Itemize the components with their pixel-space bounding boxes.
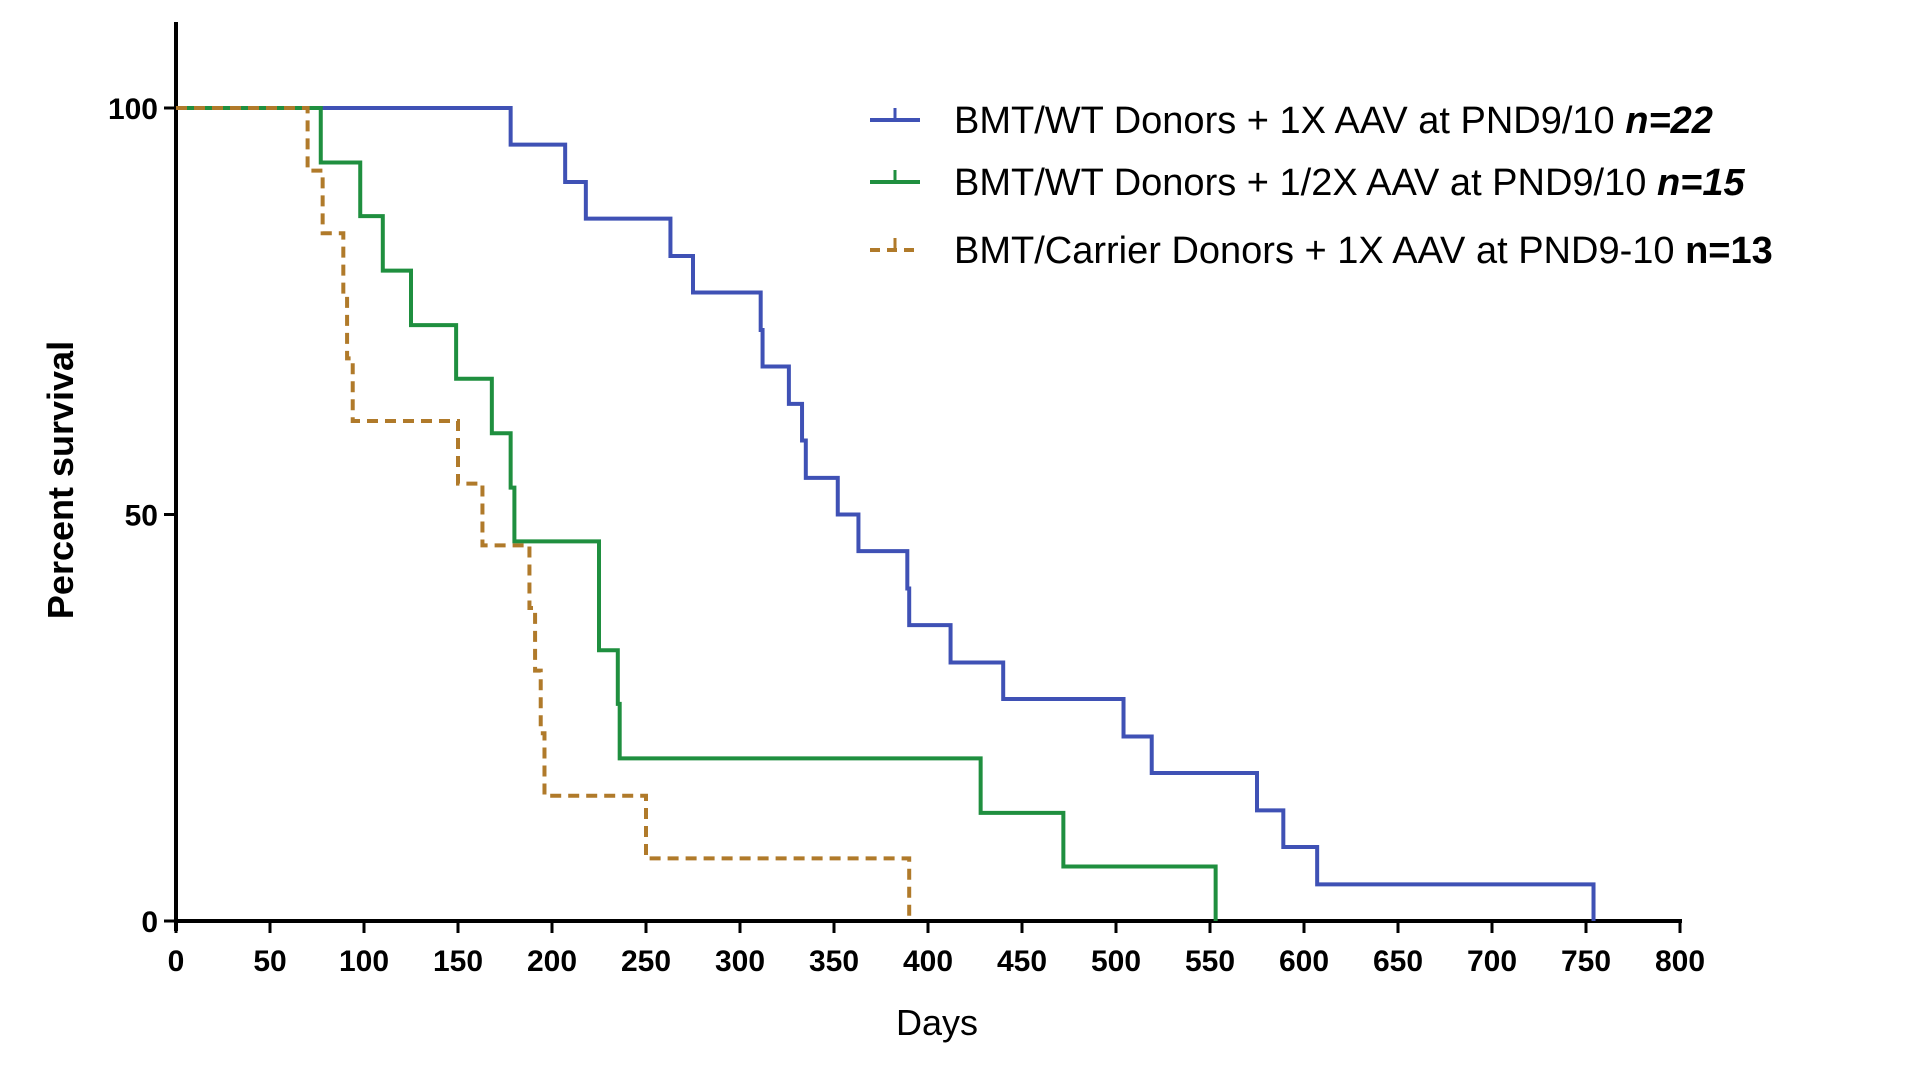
- x-tick-label: 300: [715, 945, 765, 978]
- legend-name: BMT/WT Donors + 1X AAV at PND9/10: [954, 100, 1625, 142]
- series-line-2: [176, 106, 1218, 921]
- axes-layer: 0 50 100 150 200 250 300 350 400 450 500 550 600 650 7…: [108, 22, 1705, 978]
- y-tick-label: 0: [141, 906, 158, 939]
- x-tick-label: 250: [621, 945, 671, 978]
- legend: BMT/WT Donors + 1X AAV at PND9/10 n=22BM…: [870, 100, 1773, 272]
- x-tick-label: 800: [1655, 945, 1705, 978]
- x-tick-label: 600: [1279, 945, 1329, 978]
- series-line-1: [176, 106, 1596, 921]
- x-axis-title: Days: [896, 1002, 978, 1043]
- x-tick-label: 750: [1561, 945, 1611, 978]
- legend-name: BMT/WT Donors + 1/2X AAV at PND9/10: [954, 162, 1657, 204]
- y-tick-label: 100: [108, 93, 158, 126]
- x-tick-label: 650: [1373, 945, 1423, 978]
- legend-name: BMT/Carrier Donors + 1X AAV at PND9-10: [954, 230, 1685, 272]
- x-tick-label: 500: [1091, 945, 1141, 978]
- x-tick-label: 700: [1467, 945, 1517, 978]
- series-line-3: [176, 106, 912, 921]
- legend-n-count: n=13: [1685, 230, 1773, 272]
- legend-label-2: BMT/WT Donors + 1/2X AAV at PND9/10 n=15: [954, 162, 1745, 204]
- x-tick-label: 100: [339, 945, 389, 978]
- x-tick-label: 0: [168, 945, 185, 978]
- legend-label-3: BMT/Carrier Donors + 1X AAV at PND9-10 n…: [954, 230, 1773, 272]
- x-tick-label: 550: [1185, 945, 1235, 978]
- series-layer: [176, 106, 1596, 921]
- x-tick-label: 50: [253, 945, 286, 978]
- y-tick-label: 50: [125, 500, 158, 533]
- x-tick-label: 350: [809, 945, 859, 978]
- x-tick-label: 450: [997, 945, 1047, 978]
- x-tick-label: 150: [433, 945, 483, 978]
- y-axis-title: Percent survival: [40, 341, 81, 619]
- x-tick-label: 400: [903, 945, 953, 978]
- legend-n-count: n=22: [1625, 100, 1713, 142]
- x-tick-label: 200: [527, 945, 577, 978]
- legend-n-count: n=15: [1657, 162, 1746, 204]
- legend-label-1: BMT/WT Donors + 1X AAV at PND9/10 n=22: [954, 100, 1713, 142]
